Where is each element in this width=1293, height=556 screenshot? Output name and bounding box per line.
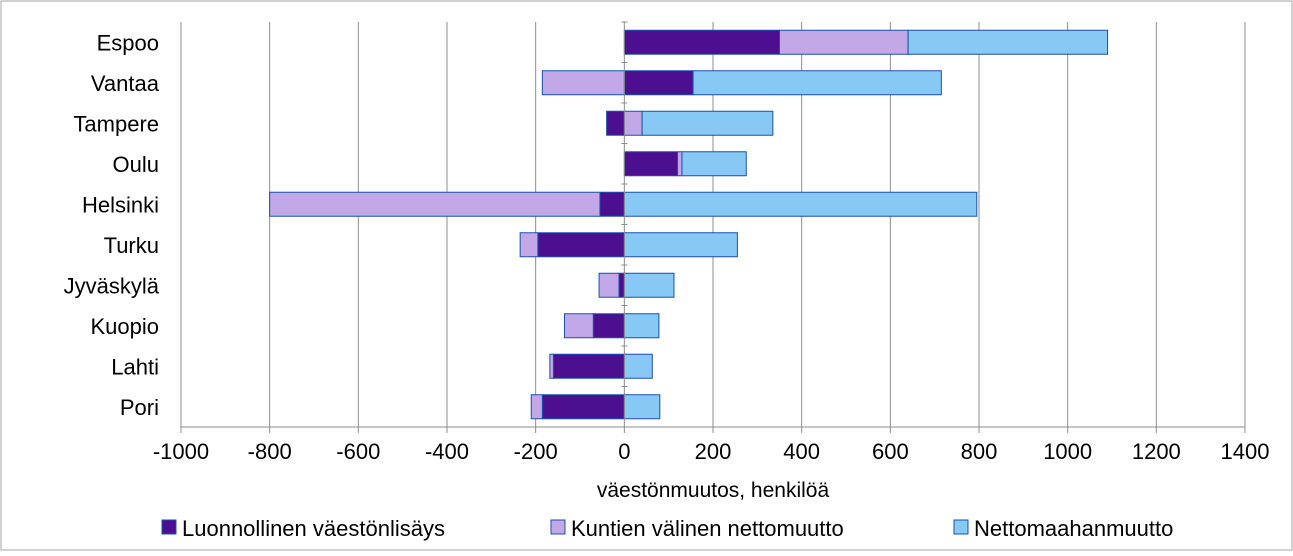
bar-segment	[907, 29, 1109, 55]
x-axis-title: väestönmuutos, henkilöä	[597, 479, 830, 502]
legend-swatch	[550, 519, 566, 535]
category-label: Lahti	[111, 354, 159, 379]
bar-segment	[269, 191, 601, 217]
bar-segment	[623, 394, 661, 420]
bar-segment	[530, 394, 543, 420]
bar-segment	[641, 110, 774, 136]
x-tick-label: 800	[961, 439, 998, 464]
category-label: Jyväskylä	[64, 273, 160, 298]
bar-segment	[606, 110, 625, 136]
legend: Luonnollinen väestönlisäys Kuntien väline…	[161, 516, 1173, 541]
x-tick-label: -800	[248, 439, 292, 464]
legend-label: Luonnollinen väestönlisäys	[182, 516, 445, 541]
axes: -1000 -800 -600 -400 -200 0 200 400 600 800 1000 12…	[64, 21, 1270, 464]
category-label: Tampere	[73, 111, 159, 136]
bar-segment	[592, 313, 625, 339]
bar-segment	[563, 313, 594, 339]
x-tick-label: -600	[336, 439, 380, 464]
x-tick-label: 0	[618, 439, 630, 464]
bar-segment	[623, 191, 978, 217]
x-tick-label: 1200	[1132, 439, 1181, 464]
legend-label: Nettomaahanmuutto	[974, 516, 1173, 541]
x-tick-label: -1000	[153, 439, 209, 464]
legend-label: Kuntien välinen nettomuutto	[571, 516, 844, 541]
category-label: Pori	[120, 395, 159, 420]
bar-segment	[623, 353, 653, 379]
category-label: Vantaa	[91, 71, 160, 96]
bar-segment	[692, 70, 942, 96]
legend-swatch	[161, 519, 177, 535]
x-tick-label: 1400	[1221, 439, 1270, 464]
x-tick-label: 200	[695, 439, 732, 464]
category-label: Helsinki	[82, 192, 159, 217]
bar-segment	[677, 151, 683, 177]
bars	[269, 29, 1109, 420]
category-label: Oulu	[113, 152, 159, 177]
bar-segment	[519, 232, 539, 258]
bar-segment	[623, 272, 675, 298]
legend-swatch	[953, 519, 969, 535]
bar-segment	[537, 232, 625, 258]
bar-segment	[618, 272, 625, 298]
gridlines	[180, 22, 1246, 427]
bar-segment	[541, 70, 625, 96]
category-label: Turku	[104, 233, 159, 258]
x-tick-label: 1000	[1043, 439, 1092, 464]
x-tick-label: -400	[425, 439, 469, 464]
bar-segment	[779, 29, 909, 55]
bar-segment	[623, 151, 679, 177]
bar-segment	[623, 232, 738, 258]
category-label: Kuopio	[90, 314, 159, 339]
bar-segment	[681, 151, 747, 177]
bar-segment	[541, 394, 625, 420]
x-tick-label: 600	[872, 439, 909, 464]
bar-segment	[623, 29, 780, 55]
bar-segment	[599, 191, 625, 217]
bar-segment	[623, 70, 694, 96]
x-tick-label: -200	[514, 439, 558, 464]
bar-segment	[552, 353, 625, 379]
category-label: Espoo	[97, 30, 159, 55]
bar-segment	[623, 313, 660, 339]
x-tick-label: 400	[783, 439, 820, 464]
bar-segment	[598, 272, 620, 298]
bar-segment	[549, 353, 554, 379]
bar-segment	[623, 110, 643, 136]
